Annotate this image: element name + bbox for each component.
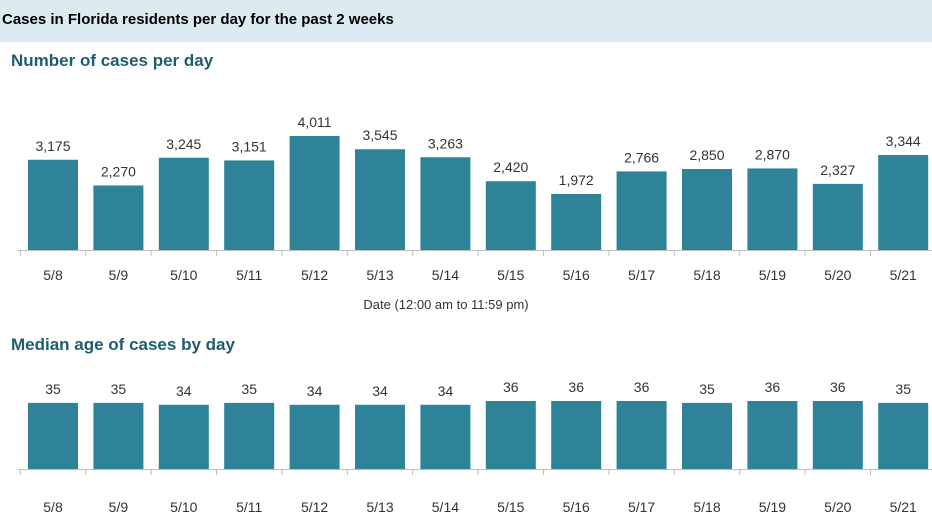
x-tick-label: 5/14 bbox=[432, 499, 459, 515]
bar-5-16 bbox=[551, 401, 602, 469]
x-tick-label: 5/13 bbox=[366, 267, 393, 283]
data-label: 34 bbox=[372, 383, 388, 399]
data-label: 36 bbox=[503, 379, 519, 395]
age-chart-title: Median age of cases by day bbox=[11, 335, 235, 354]
x-tick-label: 5/15 bbox=[497, 499, 524, 515]
data-label: 35 bbox=[241, 381, 257, 397]
x-tick-label: 5/20 bbox=[824, 267, 851, 283]
bar-5-14 bbox=[420, 157, 471, 250]
bar-5-12 bbox=[289, 404, 340, 469]
data-label: 2,766 bbox=[624, 149, 659, 165]
data-label: 2,327 bbox=[820, 162, 855, 178]
x-tick-label: 5/21 bbox=[890, 267, 917, 283]
data-label: 2,870 bbox=[755, 146, 790, 162]
data-label: 3,175 bbox=[35, 138, 70, 154]
bar-5-17 bbox=[616, 401, 667, 469]
x-tick-label: 5/13 bbox=[366, 499, 393, 515]
x-tick-label: 5/18 bbox=[693, 267, 720, 283]
data-label: 3,344 bbox=[886, 133, 921, 149]
bar-5-15 bbox=[485, 401, 536, 469]
bar-5-10 bbox=[158, 404, 209, 469]
bar-5-16 bbox=[551, 193, 602, 250]
data-label: 34 bbox=[307, 383, 323, 399]
data-label: 3,545 bbox=[362, 127, 397, 143]
x-tick-label: 5/21 bbox=[890, 499, 917, 515]
x-tick-label: 5/12 bbox=[301, 499, 328, 515]
cases-per-day-chart: 3,175 5/8 2,270 5/9 3,245 5/10 3,151 5/11 4,011 5… bbox=[18, 114, 932, 283]
bar-5-18 bbox=[682, 402, 732, 469]
x-tick-label: 5/17 bbox=[628, 499, 655, 515]
bar-5-8 bbox=[28, 402, 78, 469]
data-label: 35 bbox=[699, 381, 715, 397]
data-label: 36 bbox=[634, 379, 650, 395]
bar-5-9 bbox=[93, 185, 144, 250]
x-tick-label: 5/10 bbox=[170, 267, 197, 283]
bar-5-12 bbox=[289, 136, 340, 250]
bar-5-21 bbox=[878, 154, 929, 250]
x-tick-label: 5/16 bbox=[563, 499, 590, 515]
x-tick-label: 5/20 bbox=[824, 499, 851, 515]
bar-5-19 bbox=[747, 168, 798, 250]
data-label: 35 bbox=[111, 381, 127, 397]
bar-5-18 bbox=[682, 168, 732, 250]
data-label: 35 bbox=[895, 381, 911, 397]
bar-5-14 bbox=[420, 404, 471, 469]
data-label: 34 bbox=[176, 383, 192, 399]
x-tick-label: 5/17 bbox=[628, 267, 655, 283]
x-tick-label: 5/19 bbox=[759, 267, 786, 283]
bar-5-17 bbox=[616, 171, 667, 250]
cases-x-axis-label: Date (12:00 am to 11:59 pm) bbox=[363, 297, 528, 312]
data-label: 2,420 bbox=[493, 159, 528, 175]
data-label: 2,850 bbox=[689, 147, 724, 163]
bar-5-11 bbox=[224, 402, 275, 469]
x-tick-label: 5/8 bbox=[43, 267, 63, 283]
bar-5-20 bbox=[812, 183, 863, 250]
x-tick-label: 5/15 bbox=[497, 267, 524, 283]
data-label: 3,245 bbox=[166, 136, 201, 152]
data-label: 1,972 bbox=[559, 172, 594, 188]
bar-5-13 bbox=[355, 149, 405, 250]
data-label: 2,270 bbox=[101, 163, 136, 179]
x-tick-label: 5/19 bbox=[759, 499, 786, 515]
x-tick-label: 5/11 bbox=[236, 267, 262, 283]
bar-5-20 bbox=[812, 401, 863, 469]
bar-5-19 bbox=[747, 401, 798, 469]
bar-5-15 bbox=[485, 181, 536, 250]
x-tick-label: 5/10 bbox=[170, 499, 197, 515]
data-label: 34 bbox=[438, 383, 454, 399]
x-tick-label: 5/9 bbox=[109, 267, 129, 283]
x-tick-label: 5/18 bbox=[693, 499, 720, 515]
data-label: 3,151 bbox=[232, 138, 267, 154]
x-tick-label: 5/14 bbox=[432, 267, 459, 283]
x-tick-label: 5/11 bbox=[236, 499, 262, 515]
bar-5-13 bbox=[355, 404, 405, 469]
median-age-chart: 35 5/8 35 5/9 34 5/10 35 5/11 34 5/12 34 5/13 34 5/14… bbox=[18, 379, 932, 515]
data-label: 36 bbox=[568, 379, 584, 395]
data-label: 36 bbox=[830, 379, 846, 395]
data-label: 35 bbox=[45, 381, 61, 397]
page-title: Cases in Florida residents per day for t… bbox=[2, 11, 394, 28]
bar-5-9 bbox=[93, 402, 144, 469]
data-label: 36 bbox=[765, 379, 781, 395]
bar-5-10 bbox=[158, 157, 209, 250]
x-tick-label: 5/16 bbox=[563, 267, 590, 283]
x-tick-label: 5/8 bbox=[43, 499, 63, 515]
data-label: 4,011 bbox=[298, 114, 332, 130]
x-tick-label: 5/9 bbox=[109, 499, 129, 515]
header-bar: Cases in Florida residents per day for t… bbox=[0, 0, 932, 42]
bar-5-11 bbox=[224, 160, 275, 250]
x-tick-label: 5/12 bbox=[301, 267, 328, 283]
bar-5-21 bbox=[878, 402, 929, 469]
data-label: 3,263 bbox=[428, 135, 463, 151]
cases-chart-title: Number of cases per day bbox=[11, 51, 214, 70]
bar-5-8 bbox=[28, 159, 78, 250]
